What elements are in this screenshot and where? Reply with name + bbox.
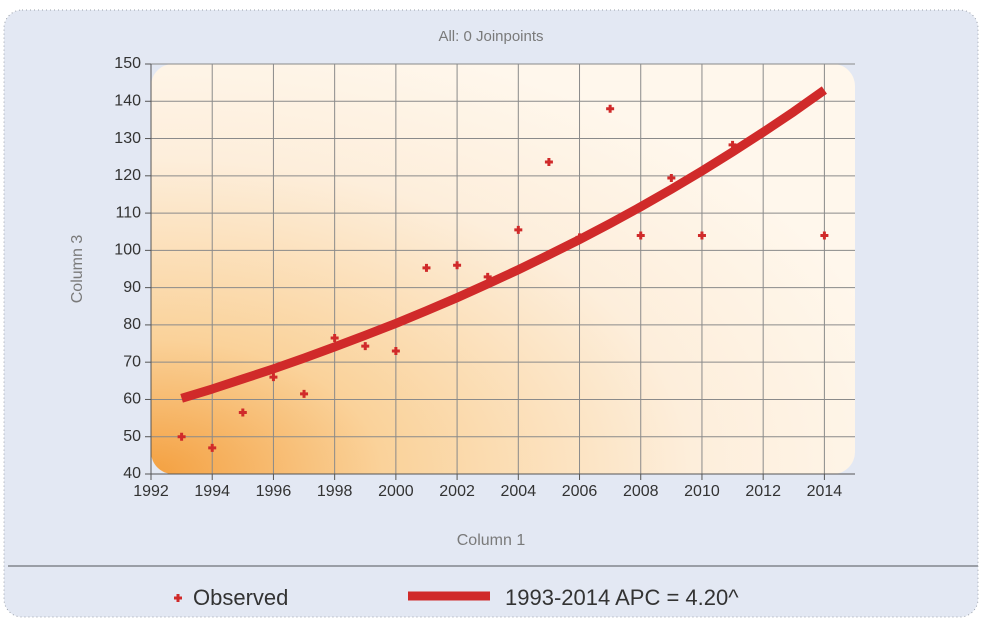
chart-title: All: 0 Joinpoints — [438, 28, 543, 45]
x-tick-label: 1998 — [317, 483, 353, 500]
point — [177, 432, 186, 441]
y-tick-label: 150 — [114, 55, 141, 72]
point — [606, 104, 615, 113]
point — [361, 342, 370, 351]
x-tick-label: 1994 — [194, 483, 230, 500]
legend-label: 1993-2014 APC = 4.20^ — [505, 585, 739, 610]
plot-area — [151, 64, 855, 474]
y-axis-label: Column 3 — [69, 235, 86, 304]
x-tick-label: 2004 — [501, 483, 537, 500]
y-tick-label: 140 — [114, 92, 141, 109]
point — [728, 140, 737, 149]
point — [697, 231, 706, 240]
point — [269, 373, 278, 382]
fit-line — [180, 86, 827, 403]
legend-label: Observed — [193, 585, 288, 610]
y-tick-label: 110 — [115, 204, 141, 221]
x-tick-label: 2010 — [684, 483, 720, 500]
y-tick-label: 120 — [114, 167, 141, 184]
x-tick-label: 2006 — [562, 483, 598, 500]
y-tick-label: 100 — [114, 242, 141, 259]
legend: Observed 1993-2014 APC = 4.20^ — [174, 585, 739, 610]
point — [636, 231, 645, 240]
point — [820, 231, 829, 240]
marks — [177, 86, 829, 452]
x-tick-label: 2002 — [439, 483, 475, 500]
x-axis-label: Column 1 — [457, 532, 526, 549]
x-tick-label: 2000 — [378, 483, 414, 500]
x-tick-label: 2008 — [623, 483, 659, 500]
y-tick-label: 80 — [123, 316, 141, 333]
y-tick-label: 90 — [123, 279, 141, 296]
point — [514, 225, 523, 234]
point — [300, 389, 309, 398]
point — [544, 158, 553, 167]
point — [330, 333, 339, 342]
x-tick-label: 1992 — [133, 483, 169, 500]
point — [422, 263, 431, 272]
legend-marker — [174, 594, 182, 602]
x-tick-label: 1996 — [256, 483, 292, 500]
point — [667, 174, 676, 183]
point — [238, 408, 247, 417]
point — [483, 272, 492, 281]
y-tick-label: 70 — [123, 353, 141, 370]
x-tick-label: 2014 — [807, 483, 843, 500]
point — [391, 347, 400, 355]
point — [453, 261, 462, 270]
y-tick-label: 50 — [123, 428, 141, 445]
point — [208, 443, 217, 452]
y-tick-label: 60 — [123, 391, 141, 408]
y-tick-label: 130 — [114, 130, 141, 147]
x-tick-label: 2012 — [745, 483, 781, 500]
y-tick-label: 40 — [123, 465, 141, 482]
